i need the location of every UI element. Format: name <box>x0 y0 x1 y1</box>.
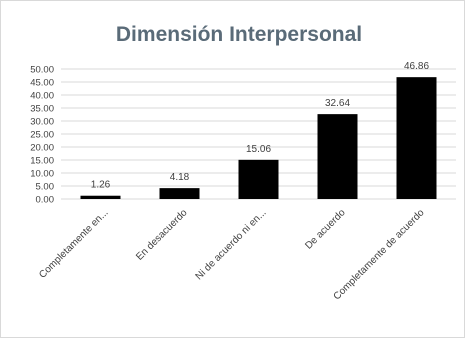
y-tick-label: 35.00 <box>30 104 54 115</box>
y-tick-label: 25.00 <box>30 130 54 141</box>
y-tick-label: 15.00 <box>30 156 54 167</box>
data-label: 46.86 <box>404 61 429 72</box>
category-label: De acuerdo <box>303 207 348 252</box>
data-label: 1.26 <box>91 180 111 191</box>
y-tick-label: 45.00 <box>30 78 54 89</box>
y-tick-label: 30.00 <box>30 117 54 128</box>
y-tick-label: 0.00 <box>36 195 55 206</box>
y-tick-label: 10.00 <box>30 169 54 180</box>
data-label: 32.64 <box>325 98 350 109</box>
y-tick-label: 20.00 <box>30 143 54 154</box>
category-label: Completamente de acuerdo <box>332 207 427 302</box>
bar <box>159 188 200 199</box>
bar <box>238 159 279 199</box>
y-axis-tick-labels: 0.00 5.00 10.00 15.00 20.00 25.00 30.00 35.00 40… <box>30 65 54 206</box>
chart-title: Dimensión Interpersonal <box>116 23 362 46</box>
bar <box>396 77 437 199</box>
category-label: Ni de acuerdo ni en... <box>194 207 269 282</box>
x-axis-category-labels: Completamente en... En desacuerdo Ni de ac… <box>37 207 427 302</box>
y-tick-label: 50.00 <box>30 65 54 76</box>
data-label: 15.06 <box>246 144 271 155</box>
data-labels: 1.26 4.18 15.06 32.64 46.86 <box>91 61 430 191</box>
bar <box>317 114 358 199</box>
bar <box>80 195 121 199</box>
y-tick-label: 40.00 <box>30 91 54 102</box>
data-label: 4.18 <box>170 172 190 183</box>
y-tick-label: 5.00 <box>36 182 55 193</box>
bars <box>80 77 437 199</box>
category-label: En desacuerdo <box>134 207 190 263</box>
gridlines <box>61 68 456 200</box>
category-label: Completamente en... <box>37 207 110 280</box>
